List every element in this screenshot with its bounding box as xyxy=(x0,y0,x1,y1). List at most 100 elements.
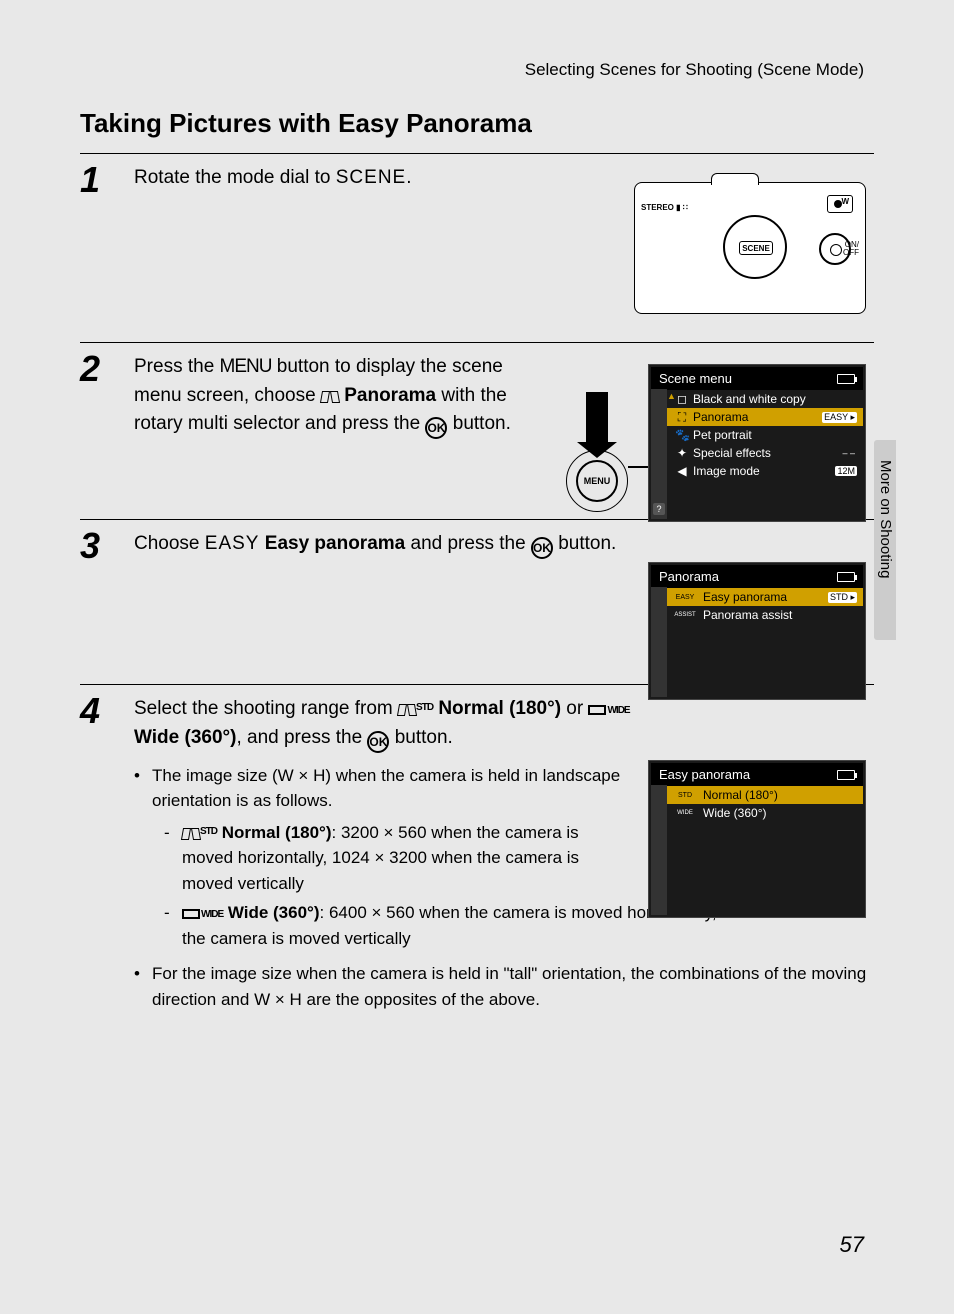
step-number: 2 xyxy=(80,351,116,387)
divider xyxy=(80,342,874,343)
bullet-list: For the image size when the camera is he… xyxy=(134,961,874,1012)
panel-title: Scene menu xyxy=(651,367,863,390)
step-3: 3 Choose EASY Easy panorama and press th… xyxy=(80,530,874,564)
ok-icon: OK xyxy=(425,417,447,439)
bullet-item: For the image size when the camera is he… xyxy=(134,961,874,1012)
menu-row: ◀ Image mode 12M xyxy=(667,462,863,480)
sub-item: STD Normal (180°): 3200 × 560 when the c… xyxy=(152,820,634,897)
section-title: Taking Pictures with Easy Panorama xyxy=(80,108,874,139)
text: Rotate the mode dial to xyxy=(134,167,336,188)
title-text: Easy panorama xyxy=(659,767,750,782)
step-number: 3 xyxy=(80,528,116,564)
wide-label: Wide (360°) xyxy=(228,903,320,922)
row-label: Easy panorama xyxy=(703,590,787,604)
row-label: Panorama xyxy=(693,410,748,424)
row-label: Pet portrait xyxy=(693,428,752,442)
camera-button-rec: W xyxy=(827,195,853,213)
wide-tag-icon: WIDE xyxy=(673,810,697,816)
battery-icon xyxy=(837,374,855,384)
panel-sidebar xyxy=(651,389,667,519)
std-label-icon: STD xyxy=(416,702,433,713)
title-text: Scene menu xyxy=(659,371,732,386)
menu-glyph: MENU xyxy=(220,356,272,377)
text: button. xyxy=(553,533,616,554)
step-number: 1 xyxy=(80,162,116,198)
text: Press the xyxy=(134,356,220,377)
row-label: Panorama assist xyxy=(703,608,792,622)
text: button. xyxy=(447,413,510,434)
easy-panorama-label: Easy panorama xyxy=(265,533,405,554)
ok-icon: OK xyxy=(367,731,389,753)
text: The image size (W × H) when the camera i… xyxy=(152,766,620,811)
menu-row-selected: ⛶ Panorama EASY ▸ xyxy=(667,408,863,426)
scene-glyph: SCENE xyxy=(336,167,406,188)
help-icon: ? xyxy=(653,503,665,515)
camera-bump xyxy=(711,173,759,185)
panorama-label: Panorama xyxy=(344,385,436,406)
text: Choose xyxy=(134,533,205,554)
panorama-icon: ⛶ xyxy=(675,410,689,425)
normal-label: Normal (180°) xyxy=(222,823,332,842)
easy-panorama-menu-panel: Easy panorama STDNormal (180°) WIDE Wide … xyxy=(648,760,866,918)
image-mode-icon: ◀ xyxy=(675,464,689,478)
assist-tag-icon: ASSIST xyxy=(673,612,697,618)
std-panorama-icon xyxy=(182,826,200,840)
row-label: Image mode xyxy=(693,464,760,478)
text: Select the shooting range from xyxy=(134,698,398,719)
row-label: Black and white copy xyxy=(693,392,806,406)
panel-sidebar xyxy=(651,785,667,915)
menu-row-selected: STDNormal (180°) xyxy=(667,786,863,804)
w-label: W xyxy=(841,197,849,206)
breadcrumb: Selecting Scenes for Shooting (Scene Mod… xyxy=(80,60,874,80)
step-text: Choose EASY Easy panorama and press the … xyxy=(134,530,874,559)
mode-dial: SCENE xyxy=(723,215,787,279)
text: button. xyxy=(389,727,452,748)
row-badge: STD ▸ xyxy=(828,592,857,603)
menu-button-icon: MENU xyxy=(576,460,618,502)
row-badge: EASY ▸ xyxy=(822,412,857,423)
panorama-icon xyxy=(321,389,339,403)
row-badge: 12M xyxy=(835,466,857,476)
panel-body: ◻Black and white copy ⛶ Panorama EASY ▸ 🐾 P… xyxy=(667,390,863,490)
easy-glyph: EASY xyxy=(205,533,260,554)
title-text: Panorama xyxy=(659,569,719,584)
wide-label-icon: WIDE xyxy=(201,907,223,922)
effects-icon: ✦ xyxy=(675,446,689,460)
ok-icon: OK xyxy=(531,537,553,559)
camera-illustration: STEREO ▮ ∷ W SCENE ON/OFF xyxy=(634,182,866,314)
std-panorama-icon xyxy=(398,702,416,716)
row-label: Wide (360°) xyxy=(703,806,767,820)
menu-row: ASSIST Panorama assist xyxy=(667,606,863,624)
scene-menu-panel: Scene menu ▲ ◻Black and white copy ⛶Pano… xyxy=(648,364,866,522)
panel-title: Easy panorama xyxy=(651,763,863,786)
text: For the image size when the camera is he… xyxy=(152,964,866,1009)
menu-row: WIDE Wide (360°) xyxy=(667,804,863,822)
panel-sidebar xyxy=(651,587,667,697)
battery-icon xyxy=(837,770,855,780)
stereo-label: STEREO ▮ ∷ xyxy=(641,203,688,212)
menu-row: ◻Black and white copy xyxy=(667,390,863,408)
row-label: Special effects xyxy=(693,446,771,460)
menu-row: ✦ Special effects – – xyxy=(667,444,863,462)
text: , and press the xyxy=(236,727,367,748)
step-number: 4 xyxy=(80,693,116,729)
text: and press the xyxy=(405,533,531,554)
page-number: 57 xyxy=(840,1232,864,1258)
normal-label: Normal (180°) xyxy=(438,698,561,719)
pet-icon: 🐾 xyxy=(675,428,689,442)
wide-panorama-icon xyxy=(182,909,200,919)
std-tag-icon: STD xyxy=(673,792,697,799)
wide-label: Wide (360°) xyxy=(134,727,236,748)
wide-label-icon: WIDE xyxy=(607,703,629,718)
row-badge: – – xyxy=(840,448,857,458)
panel-body: STDNormal (180°) WIDE Wide (360°) xyxy=(667,786,863,886)
sub-list: STD Normal (180°): 3200 × 560 when the c… xyxy=(152,820,634,897)
text: . xyxy=(406,167,411,188)
panorama-menu-panel: Panorama EASY Easy panorama STD ▸ ASSIST Pa… xyxy=(648,562,866,700)
panel-body: EASY Easy panorama STD ▸ ASSIST Panorama as… xyxy=(667,588,863,688)
easy-tag-icon: EASY xyxy=(673,594,697,601)
menu-row-selected: EASY Easy panorama STD ▸ xyxy=(667,588,863,606)
std-label-icon: STD xyxy=(200,826,217,837)
rotary-selector-illustration: MENU xyxy=(558,392,636,512)
onoff-label: ON/OFF xyxy=(843,241,859,257)
